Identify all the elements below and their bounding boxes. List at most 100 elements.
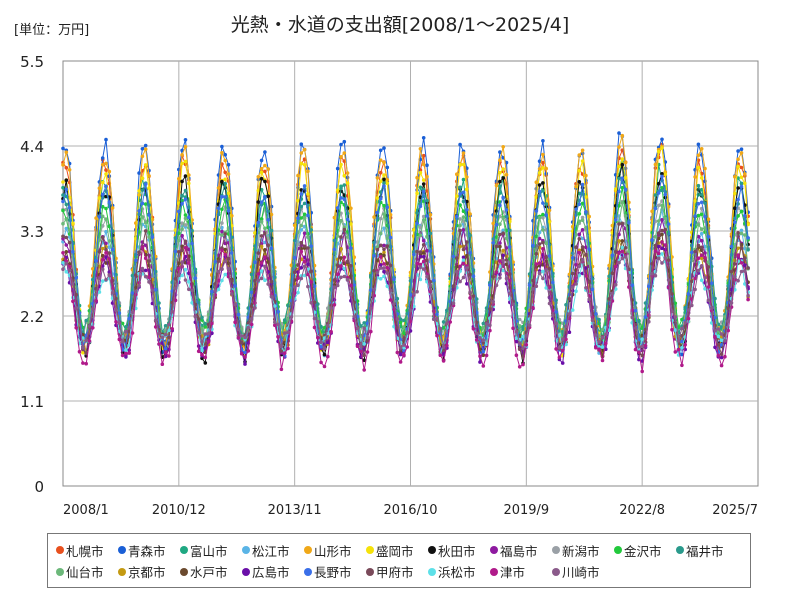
data-point [259,187,264,192]
data-point [653,206,658,211]
data-point [428,283,433,288]
data-point [547,254,552,258]
data-point [743,213,747,218]
data-point [326,340,330,345]
data-point [100,246,105,251]
data-point [67,205,72,210]
data-point [471,294,476,298]
data-point [498,150,502,154]
data-point [64,202,69,207]
data-point [279,344,284,349]
data-point [183,254,188,259]
data-point [259,269,264,273]
data-point [183,188,188,193]
data-point [385,236,390,241]
data-point [594,345,598,350]
data-point [100,156,105,160]
data-point [226,209,231,213]
data-point [342,183,347,187]
data-point [643,315,648,319]
data-point [580,236,585,241]
data-point [716,327,721,331]
data-point [584,195,588,199]
data-point [256,175,261,179]
legend-marker [552,546,560,554]
data-point [74,306,78,310]
data-point [690,243,694,248]
data-point [435,312,439,317]
legend-item: 長野市 [304,561,366,582]
data-point [71,249,75,254]
data-point [620,239,625,243]
data-point [584,173,588,178]
data-point [617,204,621,208]
data-point [345,277,350,282]
data-point [61,180,65,184]
data-point [259,200,264,204]
data-point [266,260,271,264]
data-point [703,255,707,260]
data-point [147,213,151,217]
data-point [739,228,744,233]
data-point [71,282,75,286]
data-point [183,278,188,282]
data-point [150,260,155,265]
data-point [733,174,737,179]
data-point [64,217,69,222]
data-point [498,259,502,263]
data-point [650,271,654,276]
data-point [610,271,615,276]
data-point [256,200,261,204]
data-point [269,228,274,233]
data-point [104,184,108,188]
data-point [617,164,621,169]
data-point [554,310,558,314]
data-point [623,214,628,218]
data-point [421,254,426,259]
data-point [448,320,453,324]
data-point [739,231,744,236]
data-point [289,315,294,319]
data-point [378,179,383,184]
legend-item: 水戸市 [180,561,242,582]
data-point [362,353,367,358]
series-layer [61,131,750,374]
data-point [388,288,393,293]
data-point [402,318,406,323]
data-point [375,210,380,215]
data-point [498,232,502,237]
data-point [269,279,274,284]
data-point [402,325,406,330]
data-point [421,267,426,271]
data-point [319,360,323,365]
data-point [124,355,128,359]
data-point [345,259,350,264]
data-point [537,159,542,163]
data-point [709,281,714,286]
data-point [458,217,462,221]
data-point [448,306,453,311]
data-point [279,367,284,372]
data-point [67,228,72,232]
data-point [663,192,668,197]
data-point [183,246,188,250]
data-point [382,203,386,208]
data-point [421,182,426,186]
data-point [415,249,419,254]
data-point [107,251,112,255]
data-point [388,263,393,268]
data-point [660,218,664,222]
data-point [547,267,552,271]
data-point [544,268,548,272]
data-point [696,201,701,206]
data-point [461,258,466,263]
data-point [319,340,323,345]
data-point [458,264,462,269]
data-point [299,161,304,166]
data-point [743,256,747,260]
data-point [140,147,145,151]
data-point [64,226,69,231]
data-point [64,187,69,192]
data-point [150,288,155,293]
data-point [508,219,512,224]
